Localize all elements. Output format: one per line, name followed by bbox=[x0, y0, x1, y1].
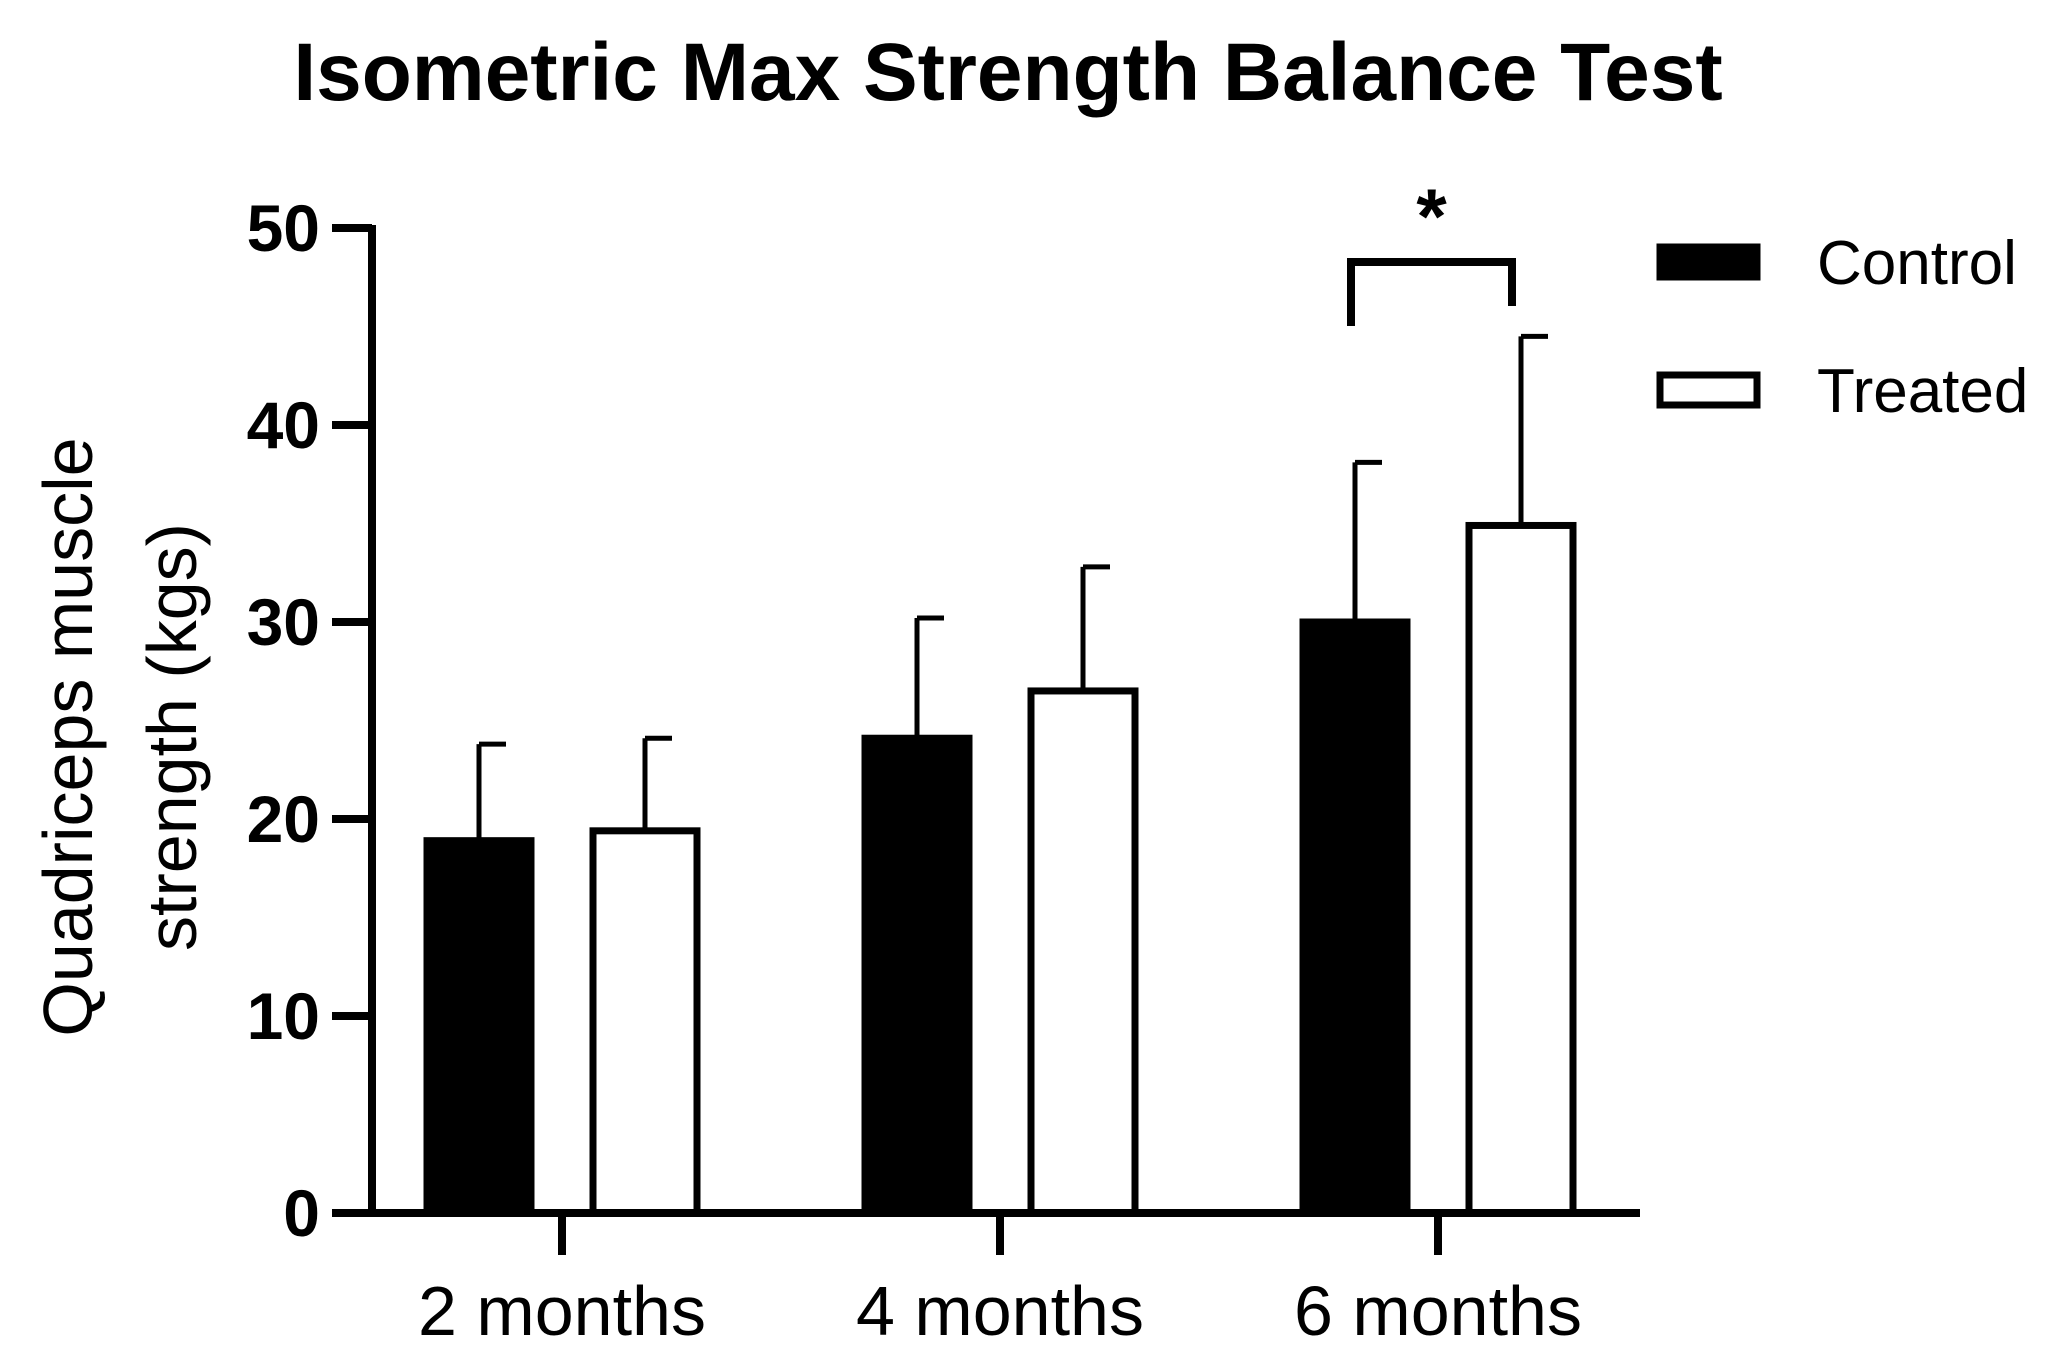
y-tick-label: 20 bbox=[247, 782, 320, 856]
y-tick-label: 30 bbox=[247, 585, 320, 659]
significance-label: * bbox=[1416, 172, 1447, 260]
bar-control-4-months bbox=[861, 734, 973, 1217]
x-tick-label: 4 months bbox=[856, 1272, 1144, 1350]
x-tick-label: 6 months bbox=[1294, 1272, 1582, 1350]
y-axis-title: Quadriceps muscle strength (kgs) bbox=[29, 437, 211, 1036]
significance-bracket bbox=[1347, 258, 1516, 326]
legend-label-control: Control bbox=[1817, 229, 2017, 298]
bar-treated-4-months bbox=[1027, 687, 1139, 1217]
bar-control-6-months bbox=[1299, 618, 1411, 1217]
chart-title: Isometric Max Strength Balance Test bbox=[293, 27, 1722, 118]
annotation-layer: * bbox=[1347, 172, 1516, 326]
x-tick-label: 2 months bbox=[418, 1272, 706, 1350]
legend: Control Treated bbox=[1656, 229, 2028, 426]
y-tick-label: 40 bbox=[247, 388, 320, 462]
legend-label-treated: Treated bbox=[1817, 357, 2028, 426]
y-axis-title-line-1: Quadriceps muscle bbox=[29, 437, 107, 1036]
bar-control-2-months bbox=[423, 837, 535, 1217]
axes-layer: 0 10 20 30 40 50 2 months 4 months 6 months bbox=[247, 191, 1640, 1350]
bar-treated-6-months bbox=[1465, 521, 1577, 1217]
y-tick-label: 0 bbox=[283, 1176, 320, 1250]
bars-layer bbox=[423, 521, 1577, 1217]
y-tick-label: 50 bbox=[247, 191, 320, 265]
bar-treated-2-months bbox=[589, 827, 701, 1217]
legend-swatch-control bbox=[1656, 243, 1761, 281]
y-tick-label: 10 bbox=[247, 979, 320, 1053]
y-axis-title-line-2: strength (kgs) bbox=[133, 523, 211, 951]
error-bars-layer bbox=[476, 333, 1548, 841]
legend-swatch-treated bbox=[1656, 371, 1761, 409]
